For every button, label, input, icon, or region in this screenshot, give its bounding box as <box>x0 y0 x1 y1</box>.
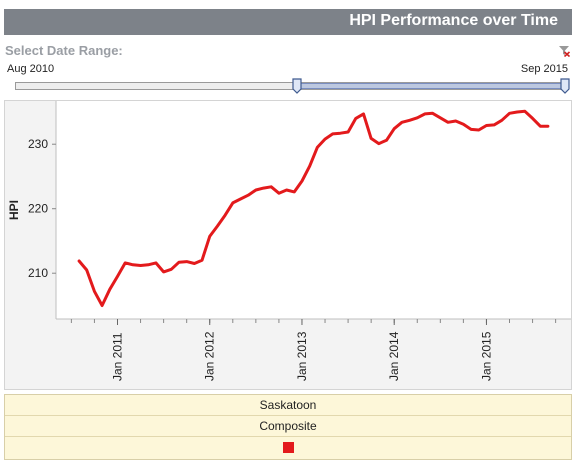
data-point <box>85 268 88 271</box>
clear-filter-icon[interactable] <box>558 45 570 57</box>
y-tick-label-220: 220 <box>28 202 48 216</box>
y-tick-label-230: 230 <box>28 137 48 151</box>
data-point <box>147 263 150 266</box>
data-point <box>262 187 265 190</box>
data-point <box>239 198 242 201</box>
series-line-saskatoon-composite <box>77 109 550 307</box>
data-point <box>177 261 180 264</box>
data-point <box>423 112 426 115</box>
data-point <box>78 259 81 262</box>
data-point <box>339 132 342 135</box>
chart-area: 210 220 230 HPI Jan 2011 Jan 2012 Jan 2013 Jan … <box>4 100 572 390</box>
data-point <box>193 262 196 265</box>
data-point <box>493 123 496 126</box>
data-point <box>447 121 450 124</box>
data-point <box>400 121 403 124</box>
data-point <box>500 119 503 122</box>
data-point <box>546 125 549 128</box>
data-point <box>300 179 303 182</box>
data-point <box>208 235 211 238</box>
data-point <box>485 124 488 127</box>
data-point <box>124 261 127 264</box>
x-tick-label: Jan 2015 <box>479 331 493 381</box>
data-point <box>439 116 442 119</box>
data-point <box>370 137 373 140</box>
data-point <box>316 146 319 149</box>
date-range-end: Sep 2015 <box>520 63 568 75</box>
data-point <box>477 129 480 132</box>
x-tick-label: Jan 2014 <box>387 331 401 381</box>
date-range-start-handle[interactable] <box>291 78 302 94</box>
data-point <box>131 263 134 266</box>
legend-property-type: Composite <box>259 419 317 433</box>
data-point <box>216 225 219 228</box>
legend-type-row: Composite <box>5 416 571 437</box>
data-point <box>270 185 273 188</box>
date-range-start: Aug 2010 <box>7 63 55 75</box>
data-point <box>224 214 227 217</box>
data-point <box>354 117 357 120</box>
data-point <box>531 117 534 120</box>
data-point <box>393 127 396 130</box>
legend: Saskatoon Composite <box>4 394 572 460</box>
data-point <box>462 123 465 126</box>
x-tick-label: Jan 2013 <box>295 331 309 381</box>
data-point <box>101 304 104 307</box>
data-point <box>231 201 234 204</box>
legend-swatch-row <box>5 437 571 459</box>
data-point <box>347 130 350 133</box>
data-point <box>162 270 165 273</box>
date-range-end-handle[interactable] <box>560 78 570 94</box>
data-point <box>362 112 365 115</box>
data-point <box>523 110 526 113</box>
date-range-label: Select Date Range: <box>5 43 123 58</box>
legend-region-row: Saskatoon <box>5 395 571 416</box>
data-point <box>154 261 157 264</box>
data-point <box>539 125 542 128</box>
data-point <box>516 110 519 113</box>
data-point <box>331 132 334 135</box>
x-tick-label: Jan 2012 <box>203 331 217 381</box>
y-tick-label-210: 210 <box>28 266 48 280</box>
data-point <box>277 192 280 195</box>
data-point <box>201 259 204 262</box>
legend-color-swatch[interactable] <box>282 442 294 453</box>
legend-region: Saskatoon <box>259 398 317 412</box>
data-point <box>185 260 188 263</box>
date-range-selected-fill <box>296 83 566 89</box>
y-axis-label: HPI <box>7 200 21 220</box>
chart-title: HPI Performance over Time <box>349 12 558 29</box>
plot-background <box>56 101 571 319</box>
data-point <box>93 290 96 293</box>
data-point <box>308 165 311 168</box>
data-point <box>324 138 327 141</box>
x-tick-label: Jan 2011 <box>110 332 124 381</box>
data-point <box>108 288 111 291</box>
chart-title-bar: HPI Performance over Time <box>4 9 572 35</box>
data-point <box>116 275 119 278</box>
data-point <box>139 264 142 267</box>
data-point <box>254 189 257 192</box>
data-point <box>454 119 457 122</box>
data-point <box>470 128 473 131</box>
data-point <box>285 189 288 192</box>
data-point <box>431 112 434 115</box>
data-point <box>416 116 419 119</box>
hpi-line-chart: 210 220 230 HPI Jan 2011 Jan 2012 Jan 2013 Jan … <box>7 101 571 381</box>
data-point <box>293 190 296 193</box>
data-point <box>170 268 173 271</box>
data-point <box>408 119 411 122</box>
data-point <box>377 142 380 145</box>
data-point <box>385 139 388 142</box>
data-point <box>247 194 250 197</box>
data-point <box>508 112 511 115</box>
